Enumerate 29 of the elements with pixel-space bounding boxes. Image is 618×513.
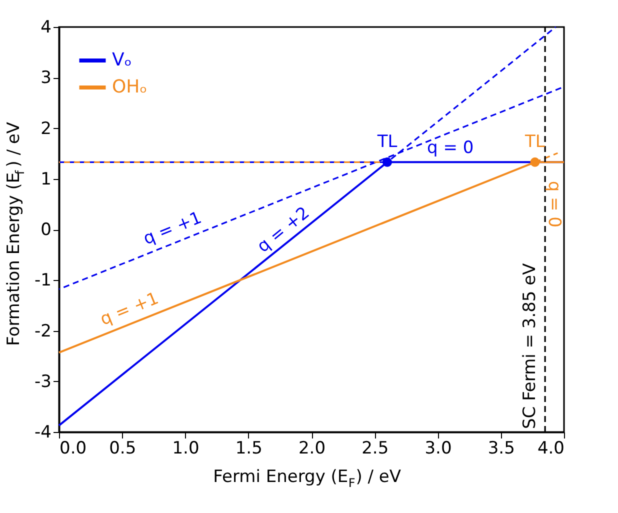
legend-label: Vₒ (112, 50, 132, 70)
y-tick-label: 2 (40, 118, 52, 139)
x-tick-label: 0.5 (109, 438, 136, 458)
ref-line-label: SC Fermi = 3.85 eV (520, 262, 540, 429)
y-tick-label: -3 (34, 372, 52, 392)
y-tick-label: 3 (40, 68, 52, 88)
annotation: q = +2 (254, 203, 314, 257)
y-axis-title: Formation Energy (Ef) / eV (4, 122, 27, 346)
y-tick-label: -2 (34, 321, 52, 342)
x-tick-label: 2.5 (362, 438, 389, 458)
annotation: TL (376, 132, 398, 152)
legend-label: OHₒ (112, 76, 148, 98)
annotation: q = 0 (544, 180, 564, 228)
y-tick-label: -1 (34, 270, 52, 291)
x-tick-label: 1.0 (172, 438, 200, 458)
x-tick-label: 2.0 (298, 438, 326, 458)
y-tick-label: -4 (34, 422, 52, 442)
x-tick-label: 1.5 (235, 438, 262, 458)
annotation: q = +1 (98, 288, 162, 330)
y-tick-label: 0 (40, 220, 52, 240)
x-tick-label: 3.0 (424, 438, 452, 458)
x-tick-label: 0.0 (60, 438, 87, 458)
x-tick-label: 4.0 (537, 438, 564, 458)
x-tick-label: 3.5 (488, 438, 515, 458)
y-tick-label: 4 (40, 18, 52, 38)
y-tick-label: 1 (40, 169, 52, 190)
annotation: TL (524, 132, 546, 152)
annotation: q = +1 (140, 208, 205, 250)
annotation: q = 0 (427, 138, 474, 158)
